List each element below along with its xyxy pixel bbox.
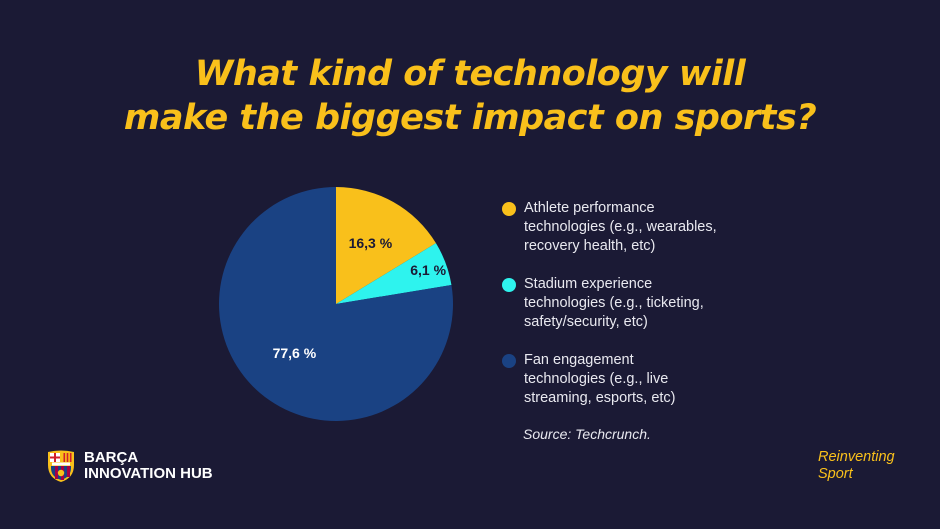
legend-swatch-athlete <box>502 202 516 216</box>
pie-slice-fan <box>219 187 454 421</box>
source-note: Source: Techcrunch. <box>523 426 651 442</box>
pie-slice-athlete <box>336 187 436 304</box>
pie-label-stadium: 6,1 % <box>410 262 446 278</box>
tagline: Reinventing Sport <box>818 449 895 482</box>
legend-swatch-stadium <box>502 278 516 292</box>
legend: Athlete performance technologies (e.g., … <box>502 199 762 427</box>
legend-label-fan: Fan engagement technologies (e.g., live … <box>524 352 676 406</box>
title-line-1: What kind of technology will <box>194 54 746 94</box>
title-line-2: make the biggest impact on sports? <box>123 98 817 138</box>
legend-item-fan: Fan engagement technologies (e.g., live … <box>502 351 762 408</box>
legend-swatch-fan <box>502 354 516 368</box>
fc-barcelona-crest-icon <box>48 450 74 482</box>
legend-item-stadium: Stadium experience technologies (e.g., t… <box>502 275 762 332</box>
chart-title: What kind of technology will make the bi… <box>0 52 940 140</box>
brand-name: BARÇA INNOVATION HUB <box>84 449 213 482</box>
legend-label-stadium: Stadium experience technologies (e.g., t… <box>524 276 704 330</box>
pie-label-athlete: 16,3 % <box>349 235 393 251</box>
pie-slice-stadium <box>336 243 452 304</box>
pie-label-fan: 77,6 % <box>273 345 317 361</box>
legend-item-athlete: Athlete performance technologies (e.g., … <box>502 199 762 256</box>
legend-label-athlete: Athlete performance technologies (e.g., … <box>524 200 717 254</box>
